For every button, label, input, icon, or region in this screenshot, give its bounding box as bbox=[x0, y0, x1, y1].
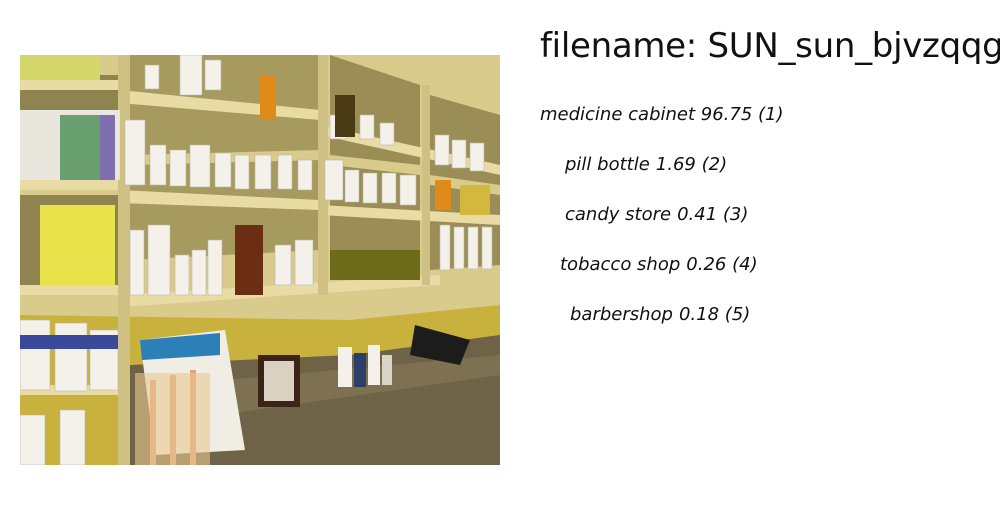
prediction-item: barbershop 0.18 (5) bbox=[570, 303, 750, 327]
prediction-label: pill bottle bbox=[565, 154, 650, 175]
prediction-item: medicine cabinet 96.75 (1) bbox=[540, 103, 784, 127]
prediction-score: 96.75 bbox=[700, 104, 753, 125]
filename-value: SUN_sun_bjvzqqgv bbox=[707, 26, 1000, 66]
scene-photo bbox=[20, 55, 500, 465]
prediction-label: medicine cabinet bbox=[540, 104, 696, 125]
prediction-score: 0.26 bbox=[686, 254, 727, 275]
prediction-rank: (5) bbox=[724, 304, 751, 325]
prediction-label: candy store bbox=[565, 204, 672, 225]
prediction-label: barbershop bbox=[570, 304, 673, 325]
prediction-score: 0.41 bbox=[677, 204, 718, 225]
prediction-rank: (4) bbox=[732, 254, 758, 275]
prediction-item: candy store 0.41 (3) bbox=[565, 203, 748, 227]
prediction-score: 0.18 bbox=[678, 304, 720, 325]
prediction-item: tobacco shop 0.26 (4) bbox=[560, 253, 758, 277]
filename-label: filename: bbox=[540, 26, 697, 66]
prediction-rank: (2) bbox=[701, 154, 728, 175]
prediction-score: 1.69 bbox=[655, 154, 696, 175]
filename-heading: filename: SUN_sun_bjvzqqgv bbox=[540, 24, 1000, 68]
prediction-item: pill bottle 1.69 (2) bbox=[565, 153, 727, 177]
prediction-rank: (3) bbox=[722, 204, 749, 225]
prediction-rank: (1) bbox=[758, 104, 784, 125]
pharmacy-shelves-image bbox=[20, 55, 500, 465]
prediction-label: tobacco shop bbox=[560, 254, 681, 275]
